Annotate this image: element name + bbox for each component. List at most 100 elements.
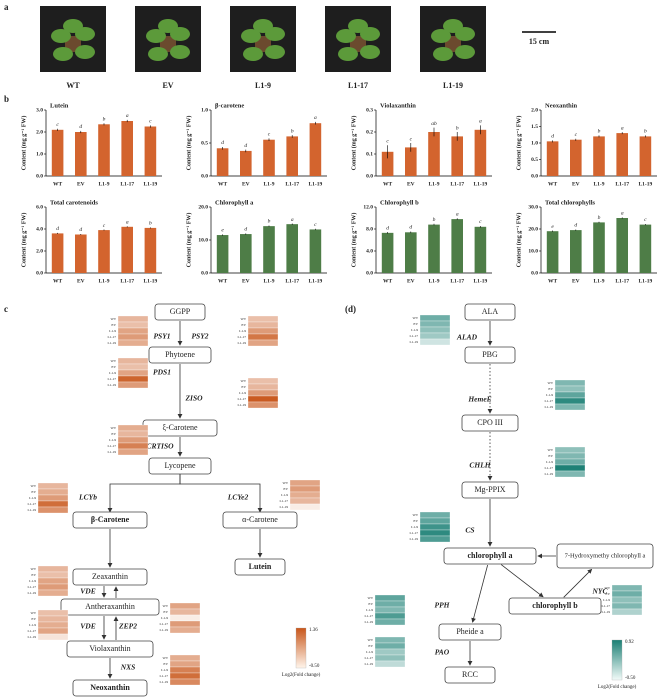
significance-letter: c <box>386 138 389 144</box>
heatmap-row-label: L1-17 <box>237 397 246 401</box>
heatmap-row-label: EV <box>413 322 418 326</box>
heatmap-row-label: L1-9 <box>411 328 418 332</box>
gene-label: LCYb <box>78 493 97 502</box>
heatmap-row-label: L1-19 <box>237 403 246 407</box>
x-tick-label: L1-17 <box>450 278 464 284</box>
gene-label: VDE <box>80 587 95 596</box>
heatmap-cell <box>289 503 321 511</box>
heatmap-row-label: L1-9 <box>29 579 36 583</box>
heatmap-row-label: L1-9 <box>161 668 168 672</box>
leaf <box>53 47 73 61</box>
scale-bar-label: 15 cm <box>529 37 550 46</box>
color-scale <box>611 639 623 681</box>
node-label: Lutein <box>249 562 272 571</box>
x-tick-label: WT <box>218 278 228 284</box>
heatmap-row-label: EV <box>548 387 553 391</box>
pathway-node <box>438 623 502 641</box>
heatmap-cell <box>289 479 321 487</box>
bar <box>216 148 229 176</box>
color-scale-max: 0.92 <box>625 640 634 645</box>
leaf <box>265 45 285 59</box>
x-tick-label: L1-19 <box>144 278 158 284</box>
heatmap-cell <box>169 654 201 662</box>
node-label: Antheraxanthin <box>85 602 135 611</box>
leaf <box>51 29 71 43</box>
heatmap-cell <box>247 377 279 385</box>
heatmap-row-label: L1-19 <box>27 591 36 595</box>
color-scale-title: Log2(Fold change) <box>598 685 637 690</box>
node-label: GGPP <box>170 307 191 316</box>
bar <box>639 224 652 273</box>
heatmap-cell <box>374 594 406 602</box>
x-tick-label: L1-17 <box>285 278 299 284</box>
significance-letter: c <box>268 132 271 138</box>
heatmap-cell <box>247 321 279 329</box>
bar <box>144 227 157 273</box>
y-tick-label: 10.0 <box>198 237 208 243</box>
heatmap-row-label: L1-19 <box>364 620 373 624</box>
color-scale-min: -0.50 <box>625 676 636 681</box>
heatmap-row-label: L1-9 <box>366 608 373 612</box>
y-axis-label: Content (mg g⁻¹ FW) <box>350 213 357 268</box>
bar <box>240 234 252 273</box>
leaf <box>253 19 273 33</box>
significance-letter: a <box>621 211 624 217</box>
heatmap-row-label: L1-9 <box>546 393 553 397</box>
y-tick-label: 0.2 <box>366 129 373 135</box>
y-tick-label: 6.0 <box>36 204 43 210</box>
heatmap-cell <box>117 430 149 438</box>
heatmap-row-label: L1-19 <box>409 537 418 541</box>
heatmap-cell <box>374 642 406 650</box>
heatmap-row-label: WT <box>368 638 374 642</box>
heatmap-cell <box>169 660 201 668</box>
node-label: Lycopene <box>164 461 196 470</box>
heatmap-cell <box>554 452 586 460</box>
x-tick-label: L1-19 <box>309 278 323 284</box>
significance-letter: e <box>551 224 554 230</box>
y-tick-label: 0.0 <box>201 270 208 276</box>
heatmap-row-label: L1-19 <box>27 635 36 639</box>
y-tick-label: 3.0 <box>36 107 43 113</box>
node-label: RCC <box>462 670 478 679</box>
heatmap-cell <box>117 357 149 365</box>
heatmap-row-label: WT <box>111 426 117 430</box>
heatmap-row-label: WT <box>111 359 117 363</box>
heatmap-cell <box>37 583 69 591</box>
heatmap-cell <box>169 620 201 628</box>
leaf <box>336 29 356 43</box>
x-tick-label: EV <box>242 181 250 187</box>
heatmap-row-label: L1-9 <box>29 496 36 500</box>
y-axis-label: Content (mg g⁻¹ FW) <box>185 213 192 268</box>
heatmap-row-label: L1-9 <box>366 650 373 654</box>
heatmap-cell <box>247 333 279 341</box>
panel-label: a <box>4 2 9 12</box>
gene-label: ZISO <box>184 394 203 403</box>
heatmap-cell <box>419 338 451 346</box>
leaf <box>146 29 166 43</box>
leaf <box>443 19 463 33</box>
x-tick-label: L1-17 <box>120 278 134 284</box>
heatmap-cell <box>554 391 586 399</box>
heatmap-cell <box>169 666 201 674</box>
heatmap-row-label: L1-19 <box>107 341 116 345</box>
heatmap-row-label: EV <box>163 662 168 666</box>
x-tick-label: L1-19 <box>474 181 488 187</box>
x-tick-label: L1-9 <box>429 278 440 284</box>
sample-label: L1-19 <box>443 81 463 90</box>
significance-letter: b <box>268 219 271 225</box>
leaf <box>348 19 368 33</box>
leaf <box>148 47 168 61</box>
x-tick-label: WT <box>548 181 558 187</box>
x-tick-label: EV <box>77 181 85 187</box>
significance-letter: d <box>574 223 577 229</box>
gene-label: CHLH <box>469 461 491 470</box>
pathway-node <box>154 303 206 321</box>
heatmap-row-label: L1-17 <box>364 614 373 618</box>
significance-letter: a <box>314 115 317 121</box>
significance-letter: b <box>644 129 647 135</box>
node-label: ALA <box>482 307 499 316</box>
heatmap-row-label: WT <box>163 656 169 660</box>
arrow <box>563 568 593 598</box>
significance-letter: a <box>456 212 459 218</box>
